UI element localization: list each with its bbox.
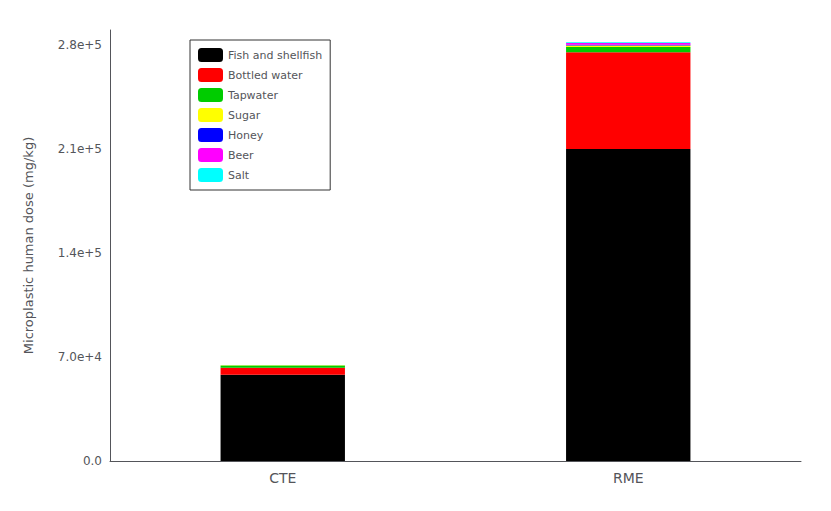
svg-text:7.0e+4: 7.0e+4 bbox=[58, 350, 102, 364]
svg-text:Bottled water: Bottled water bbox=[228, 69, 303, 82]
svg-text:Microplastic human dose (mg/kg: Microplastic human dose (mg/kg) bbox=[21, 137, 36, 354]
svg-text:0.0: 0.0 bbox=[83, 454, 102, 468]
svg-text:1.4e+5: 1.4e+5 bbox=[58, 246, 102, 260]
svg-text:2.1e+5: 2.1e+5 bbox=[58, 142, 102, 156]
svg-text:Beer: Beer bbox=[228, 149, 254, 162]
svg-text:Salt: Salt bbox=[228, 169, 250, 182]
svg-text:Fish and shellfish: Fish and shellfish bbox=[228, 49, 322, 62]
svg-text:Honey: Honey bbox=[228, 129, 264, 142]
svg-text:Tapwater: Tapwater bbox=[227, 89, 278, 102]
svg-text:Sugar: Sugar bbox=[228, 109, 261, 122]
svg-text:RME: RME bbox=[613, 470, 644, 486]
svg-text:2.8e+5: 2.8e+5 bbox=[58, 38, 102, 52]
svg-text:CTE: CTE bbox=[269, 470, 296, 486]
